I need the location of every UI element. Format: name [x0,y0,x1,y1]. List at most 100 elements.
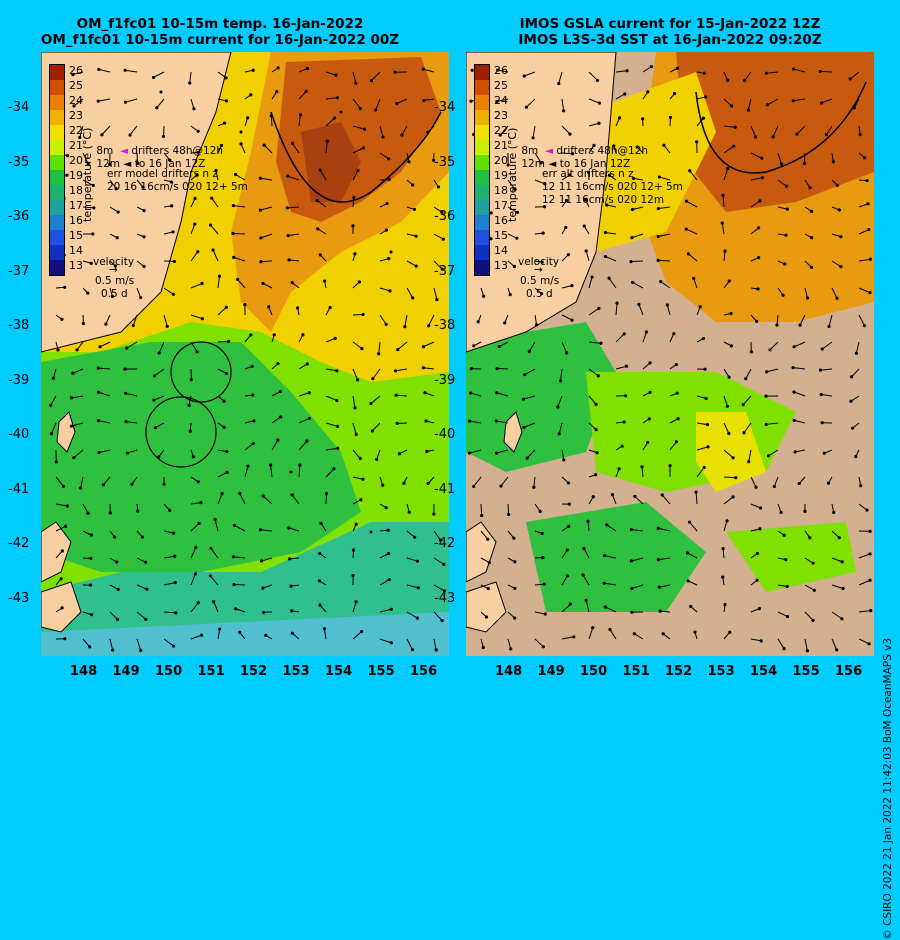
current-arrow-head [532,486,535,489]
colorbar-segment [475,125,489,140]
current-arrow-head [334,337,337,340]
colorbar-segment [50,170,64,185]
current-arrow-head [841,560,844,563]
current-arrow-head [786,585,789,588]
colorbar-tick-label: 23 [69,109,83,122]
current-arrow-head [687,579,690,582]
current-arrow-head [732,145,735,148]
current-arrow-head [97,366,100,369]
current-arrow-head [803,162,806,165]
current-arrow-head [688,169,691,172]
colorbar-segment [475,155,489,170]
current-arrow-head [604,255,607,258]
current-arrow-head [855,352,858,355]
current-arrow-head [238,631,241,634]
current-arrow-head [866,179,869,182]
current-arrow-head [835,297,838,300]
current-arrow-head [301,333,304,336]
latitude-tick-label: -37 [434,264,455,279]
current-arrow-head [723,603,726,606]
current-arrow-head [522,398,525,401]
current-arrow-head [495,451,498,454]
longitude-tick-label: 152 [665,664,692,679]
current-arrow-head [276,362,279,365]
current-arrow-head [387,257,390,260]
current-arrow-head [126,451,129,454]
current-arrow-head [174,611,177,614]
current-arrow-head [194,572,197,575]
current-arrow-head [597,374,600,377]
colorbar-tick-label: 24 [494,94,508,107]
current-arrow-head [568,503,571,506]
current-arrow-head [608,628,611,631]
current-arrow-head [279,415,282,418]
left-colorbar [49,64,65,276]
current-arrow-head [197,480,200,483]
current-arrow-head [142,235,145,238]
current-arrow-head [227,340,230,343]
colorbar-tick-label: 21 [69,139,83,152]
colorbar-tick-label: 19 [494,169,508,182]
current-arrow-head [402,482,405,485]
current-arrow-head [689,605,692,608]
current-arrow [724,477,736,478]
current-arrow-head [435,648,438,651]
current-arrow-head [236,278,239,281]
current-arrow-head [472,344,475,347]
current-arrow-head [196,350,199,353]
current-arrow-head [756,287,759,290]
current-arrow-head [525,106,528,109]
current-arrow-head [522,426,525,429]
current-arrow-head [125,346,128,349]
latitude-tick-label: -38 [8,318,29,333]
current-arrow-head [63,637,66,640]
current-arrow-head [640,465,643,468]
current-arrow-head [756,552,759,555]
longitude-tick-label: 153 [708,664,735,679]
right-title-line1: IMOS GSLA current for 15-Jan-2022 12Z [450,16,890,32]
colorbar-tick-label: 22 [69,124,83,137]
current-arrow-head [786,208,789,211]
current-arrow-head [232,583,235,586]
longitude-tick-label: 156 [410,664,437,679]
credit-text: © CSIRO 2022 21 Jan 2022 11:42:03 BoM Oc… [882,638,894,940]
colorbar-tick-label: 15 [69,229,83,242]
current-arrow-head [60,577,63,580]
current-arrow-head [637,303,640,306]
current-arrow-head [427,482,430,485]
current-arrow-head [760,157,763,160]
current-arrow-head [261,282,264,285]
current-arrow-head [646,441,649,444]
current-arrow-head [168,509,171,512]
longitude-tick-label: 150 [580,664,607,679]
latitude-tick-label: -39 [8,373,29,388]
current-arrow-head [836,184,839,187]
current-arrow-head [259,177,262,180]
current-arrow-head [765,423,768,426]
current-arrow-head [400,133,403,136]
current-arrow-head [838,536,841,539]
current-arrow-head [411,648,414,651]
current-arrow-head [496,367,499,370]
colorbar-segment [475,260,489,275]
current-arrow-head [89,583,92,586]
current-arrow-head [136,510,139,513]
current-arrow-head [152,76,155,79]
current-arrow-head [70,396,73,399]
current-arrow-head [279,390,282,393]
current-arrow-head [657,235,660,238]
colorbar-segment [50,125,64,140]
current-arrow-head [795,132,798,135]
current-arrow-head [97,68,100,71]
colorbar-segment [475,140,489,155]
current-arrow-head [111,648,114,651]
current-arrow-head [362,146,365,149]
current-arrow-head [570,318,573,321]
current-arrow-head [305,439,308,442]
current-arrow-head [702,117,705,120]
latitude-tick-label: -43 [434,591,455,606]
current-arrow-head [743,79,746,82]
current-arrow-head [232,204,235,207]
current-arrow-head [618,116,621,119]
current-arrow-head [290,609,293,612]
